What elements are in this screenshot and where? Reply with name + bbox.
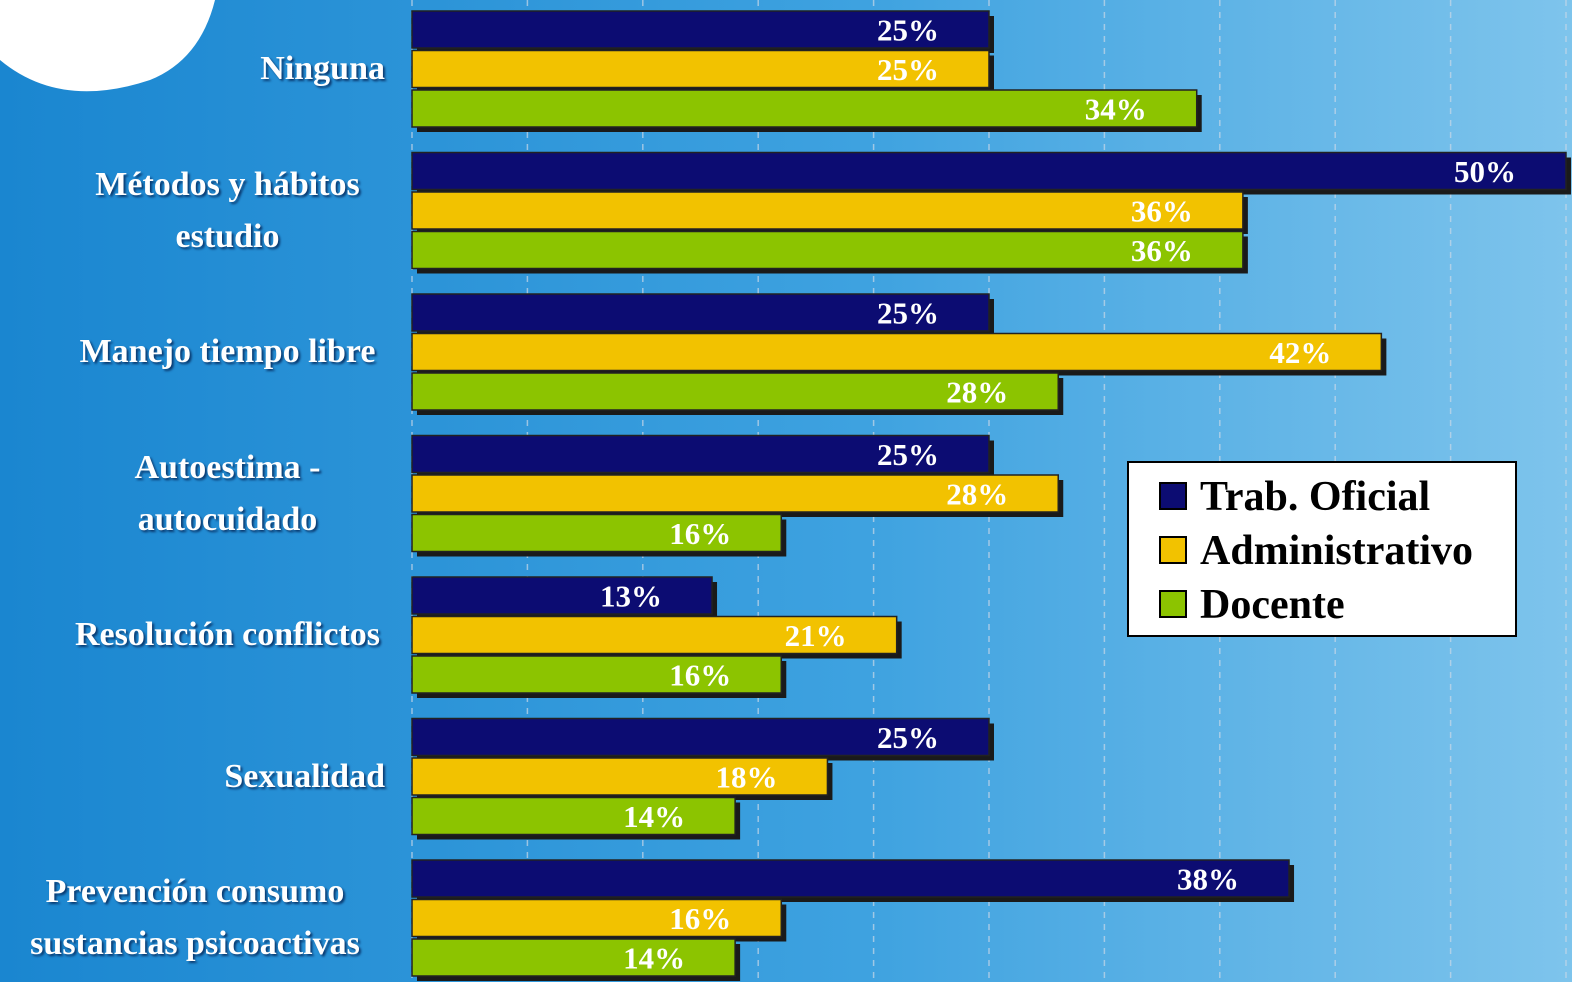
value-label: 16% [669,516,731,551]
category-label: Métodos y hábitos estudio [0,159,385,263]
value-label: 28% [946,477,1008,512]
value-label: 25% [877,296,939,331]
value-label: 25% [877,720,939,755]
value-label: 42% [1269,335,1331,370]
category-label: Autoestima - autocuidado [0,442,385,546]
value-label: 34% [1085,92,1147,127]
bar [412,798,735,835]
category-label: Sexualidad [0,751,385,803]
legend-swatch [1160,537,1186,563]
bar [412,192,1243,229]
value-label: 14% [623,941,685,976]
value-label: 36% [1131,194,1193,229]
legend-swatch [1160,591,1186,617]
legend-label: Trab. Oficial [1200,474,1430,520]
category-label: Resolución conflictos [0,609,385,661]
page: {"chart_data": {"type": "barh", "categor… [0,0,1572,982]
category-label: Ninguna [0,43,385,95]
bar [412,860,1289,897]
value-label: 14% [623,799,685,834]
legend-label: Docente [1200,582,1345,628]
value-label: 13% [600,579,662,614]
bar [412,90,1197,127]
value-label: 18% [715,760,777,795]
value-label: 50% [1454,154,1516,189]
legend-label: Administrativo [1200,528,1473,574]
value-label: 28% [946,375,1008,410]
value-label: 38% [1177,862,1239,897]
category-label: Manejo tiempo libre [0,326,385,378]
value-label: 21% [785,618,847,653]
bar [412,577,712,614]
value-label: 16% [669,658,731,693]
category-label: Prevención consumo sustancias psicoactiv… [0,866,390,970]
value-label: 16% [669,901,731,936]
bar [412,153,1566,190]
value-label: 36% [1131,233,1193,268]
value-label: 25% [877,437,939,472]
legend-swatch [1160,483,1186,509]
value-label: 25% [877,52,939,87]
value-label: 25% [877,13,939,48]
bar [412,232,1243,269]
bar [412,334,1381,371]
bar [412,939,735,976]
